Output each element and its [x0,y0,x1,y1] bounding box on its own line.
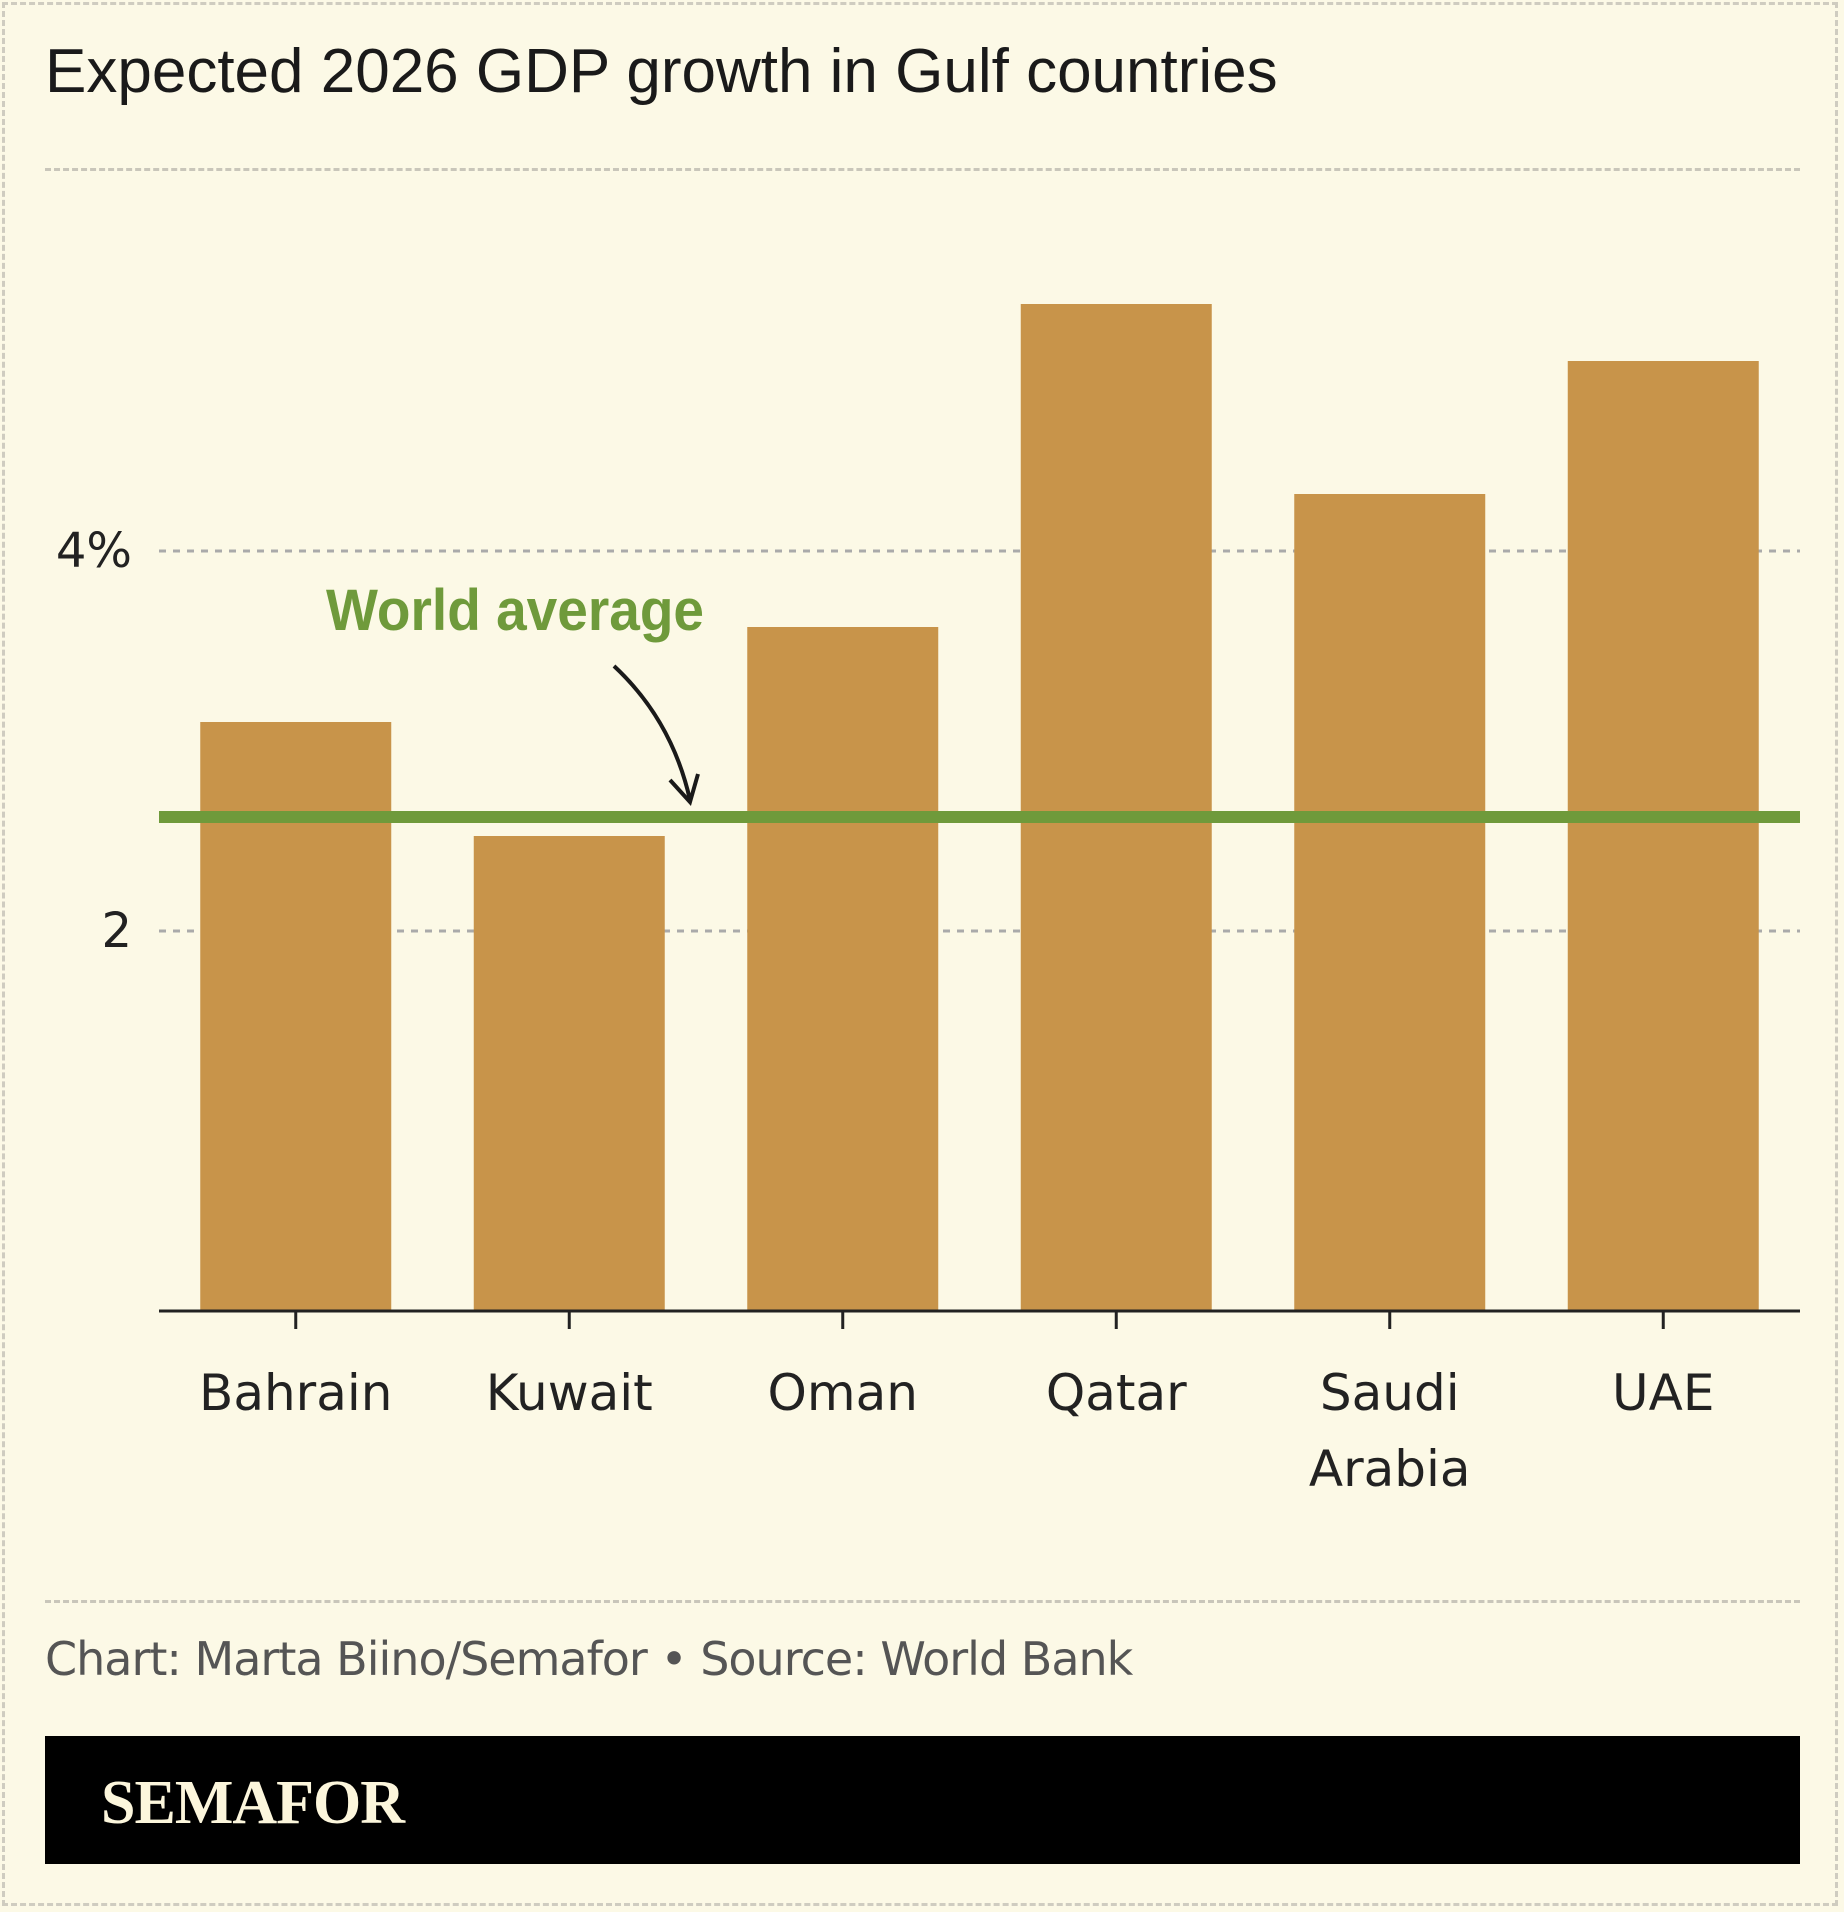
semafor-logo: SEMAFOR [101,1769,405,1837]
x-tick-label: Bahrain [199,1364,392,1422]
x-tick-label: Oman [768,1364,918,1422]
bar-uae [1567,361,1759,1311]
bar-qatar [1020,304,1212,1311]
bar-oman [747,627,939,1311]
world-average-label: World average [326,578,704,643]
y-tick-label: 2 [101,903,132,959]
top-divider [45,168,1800,171]
x-tick-label: Arabia [1309,1440,1471,1498]
arrow-head-icon [668,773,700,807]
x-tick-label: UAE [1612,1364,1714,1422]
bar-chart: 2 4% Bahrain Kuwait Oman Qatar Saudi Arabia UAE W… [56,304,1800,1498]
chart-title: Expected 2026 GDP growth in Gulf countri… [45,37,1278,106]
bottom-divider [45,1600,1800,1603]
chart-credit: Chart: Marta Biino/Semafor • Source: Wor… [45,1632,1133,1686]
bar-saudi-arabia [1294,494,1486,1311]
y-tick-label: 4% [56,523,132,579]
x-tick-label: Qatar [1046,1364,1187,1422]
annotation-arrow [612,664,692,801]
x-tick-label: Saudi [1320,1364,1460,1422]
brand-banner: SEMAFOR [45,1736,1800,1864]
bar-bahrain [200,722,392,1311]
x-tick-label: Kuwait [486,1364,653,1422]
bar-kuwait [473,836,665,1311]
